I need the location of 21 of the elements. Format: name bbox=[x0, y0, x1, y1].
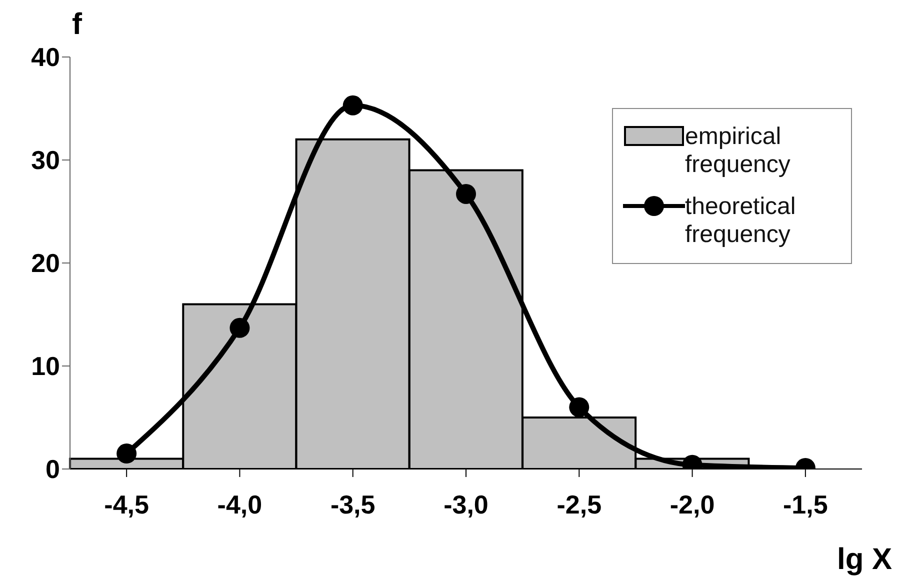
y-tick-label: 10 bbox=[31, 351, 60, 382]
point bbox=[116, 444, 137, 464]
y-axis-title: f bbox=[72, 8, 82, 42]
x-tick-label: -4,5 bbox=[104, 489, 149, 520]
x-axis-title: lg X bbox=[836, 543, 892, 577]
point bbox=[230, 318, 250, 338]
x-tick-label: -1,5 bbox=[783, 489, 828, 520]
x-tick-label: -3,5 bbox=[330, 489, 376, 520]
legend-label: theoretical frequency bbox=[685, 193, 797, 249]
point bbox=[569, 397, 590, 418]
legend-label: empirical frequency bbox=[685, 123, 792, 179]
y-tick-label: 20 bbox=[31, 248, 60, 278]
y-tick-label: 0 bbox=[46, 454, 60, 484]
x-tick-label: -2,5 bbox=[556, 489, 602, 520]
point bbox=[456, 184, 476, 204]
x-tick-label: -4,0 bbox=[217, 489, 262, 520]
x-tick-label: -3,0 bbox=[444, 489, 488, 520]
x-tick-label: -2,0 bbox=[670, 489, 715, 520]
point bbox=[342, 95, 363, 116]
y-tick-label: 40 bbox=[31, 42, 60, 72]
y-tick-label: 30 bbox=[31, 145, 60, 176]
